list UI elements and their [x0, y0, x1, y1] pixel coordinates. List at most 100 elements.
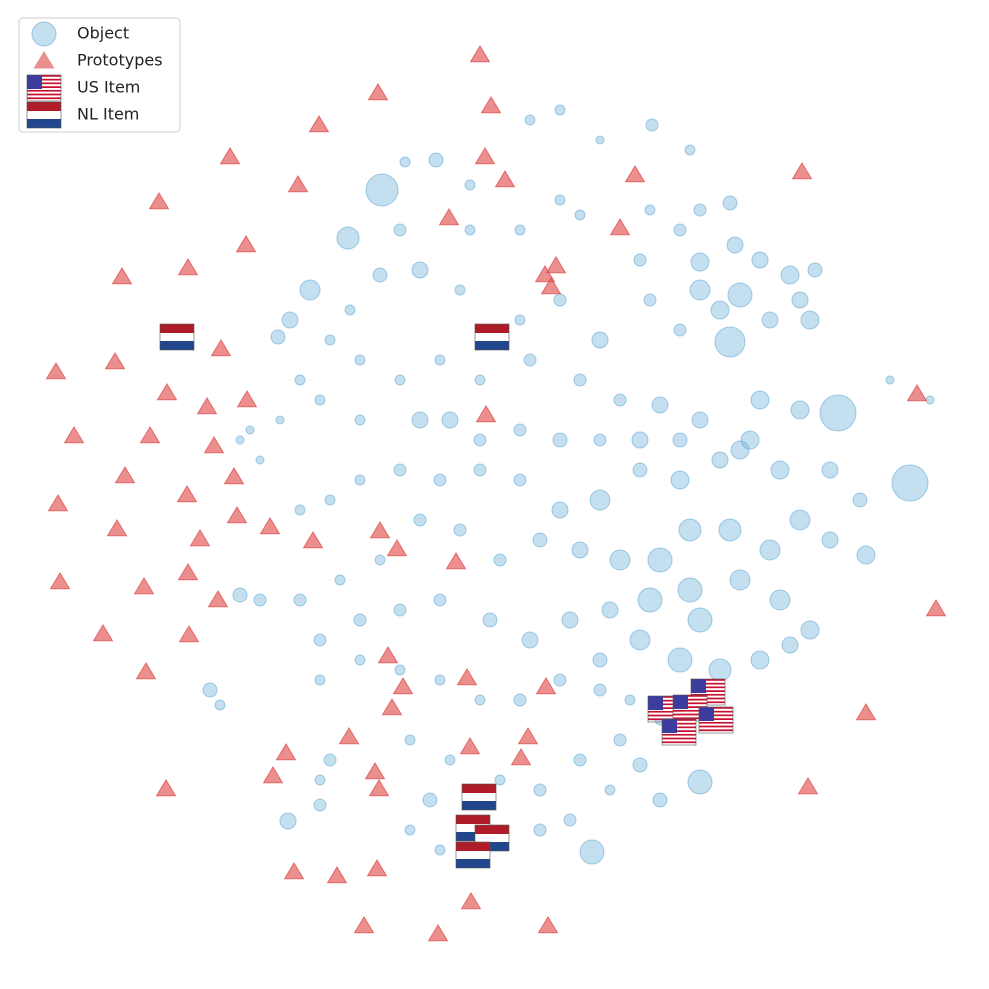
- prototype-point: [456, 668, 478, 686]
- object-point: [434, 674, 446, 686]
- flag-edge: [690, 678, 726, 706]
- flag-stripe: [648, 701, 682, 704]
- flag-nl: [474, 824, 510, 852]
- object-point: [637, 587, 663, 613]
- flag-stripe: [662, 733, 696, 736]
- object-point: [714, 326, 746, 358]
- flag-stripe: [699, 721, 733, 724]
- object-point: [678, 518, 702, 542]
- object-point: [464, 179, 476, 191]
- flag-nl: [474, 323, 510, 351]
- object-point: [232, 587, 248, 603]
- object-point: [344, 304, 356, 316]
- prototype-point: [791, 162, 813, 180]
- object-point: [493, 553, 507, 567]
- prototype-point: [366, 859, 388, 877]
- flag-stripe: [27, 78, 61, 81]
- prototype-point: [925, 599, 947, 617]
- prototype-point: [535, 677, 557, 695]
- object-point: [647, 547, 673, 573]
- object-point: [729, 569, 751, 591]
- flag-stripe: [691, 692, 725, 694]
- flag-stripe: [673, 696, 707, 699]
- flag-canton: [673, 695, 688, 709]
- flag-canton: [27, 75, 42, 89]
- flag-stripe: [673, 704, 707, 707]
- object-point: [687, 769, 713, 795]
- object-point: [513, 693, 527, 707]
- object-point: [434, 354, 446, 366]
- object-point: [422, 792, 438, 808]
- object-point: [314, 774, 326, 786]
- object-point: [473, 433, 487, 447]
- object-point: [579, 839, 605, 865]
- flag-stripe: [648, 703, 682, 706]
- flag-stripe: [691, 684, 725, 687]
- flag-band: [456, 851, 490, 859]
- object-point: [202, 682, 218, 698]
- object-point: [404, 824, 416, 836]
- object-point: [631, 431, 649, 449]
- prototype-point: [480, 96, 502, 114]
- prototype-point: [364, 762, 386, 780]
- flag-stripe: [662, 739, 696, 742]
- flag-canton: [648, 696, 663, 710]
- prototype-point: [545, 256, 567, 274]
- object-point: [667, 647, 693, 673]
- flag-stripe: [27, 76, 61, 79]
- object-point: [354, 474, 366, 486]
- flag-stripe: [673, 713, 707, 716]
- prototype-point: [381, 698, 403, 716]
- object-point: [722, 195, 738, 211]
- flag-stripe: [673, 695, 707, 697]
- flag-stripe: [662, 719, 696, 721]
- flag-stripe: [699, 707, 733, 709]
- object-point: [393, 603, 407, 617]
- object-point: [573, 753, 587, 767]
- prototype-point: [177, 563, 199, 581]
- object-point: [324, 334, 336, 346]
- object-point: [593, 433, 607, 447]
- flag-us: [690, 678, 726, 706]
- object-point: [270, 329, 286, 345]
- object-point: [523, 353, 537, 367]
- object-point: [673, 323, 687, 337]
- object-point: [711, 451, 729, 469]
- object-point: [513, 423, 527, 437]
- flag-stripe: [673, 702, 707, 705]
- prototype-point: [63, 426, 85, 444]
- object-point: [609, 549, 631, 571]
- object-point: [684, 144, 696, 156]
- object-point: [253, 593, 267, 607]
- prototype-point: [459, 737, 481, 755]
- object-point: [561, 611, 579, 629]
- prototype-point: [148, 192, 170, 210]
- flag-stripe: [662, 724, 696, 727]
- object-point: [313, 633, 327, 647]
- object-point: [781, 636, 799, 654]
- prototype-point: [308, 115, 330, 133]
- prototype-point: [353, 916, 375, 934]
- flag-stripe: [691, 699, 725, 702]
- object-point: [730, 440, 750, 460]
- object-point: [255, 455, 265, 465]
- prototype-point: [210, 339, 232, 357]
- flag-stripe: [662, 722, 696, 725]
- flag-edge: [159, 323, 195, 351]
- flag-nl: [26, 101, 62, 129]
- object-point: [275, 415, 285, 425]
- flag-stripe: [673, 700, 707, 703]
- prototype-point: [517, 727, 539, 745]
- flag-us: [698, 706, 734, 734]
- flag-band: [475, 341, 509, 350]
- object-point: [770, 460, 790, 480]
- flag-stripe: [691, 701, 725, 704]
- object-point: [245, 425, 255, 435]
- object-point: [554, 194, 566, 206]
- flag-stripe: [648, 707, 682, 709]
- flag-stripe: [648, 712, 682, 715]
- flag-stripe: [699, 708, 733, 711]
- flag-us: [26, 74, 62, 102]
- object-point: [644, 204, 656, 216]
- prototype-point: [540, 277, 562, 295]
